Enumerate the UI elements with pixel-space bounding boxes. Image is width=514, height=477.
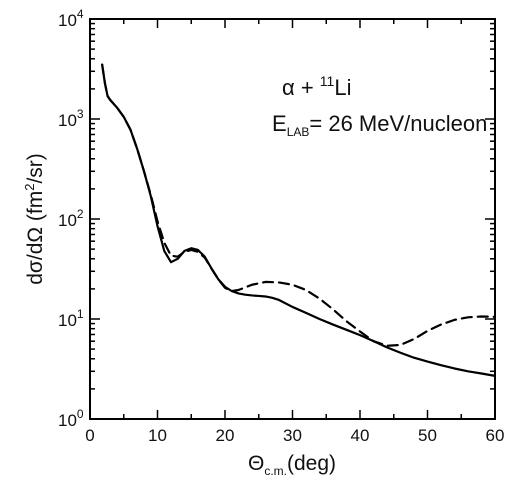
x-tick-label: 20: [216, 426, 235, 445]
y-tick-label: 103: [58, 107, 84, 130]
x-tick-label: 60: [486, 426, 505, 445]
y-tick-label-base: 10: [58, 11, 77, 30]
energy-subscript: LAB: [287, 125, 310, 139]
x-axis-label-unit: (deg): [287, 452, 336, 475]
y-axis-label-superscript: 2: [22, 184, 37, 191]
y-tick-label: 102: [58, 207, 84, 230]
annotation-energy: ELAB= 26 MeV/nucleon: [272, 111, 487, 139]
reaction-mass-number: 11: [320, 73, 335, 89]
energy-symbol: E: [272, 111, 287, 136]
y-tick-label-exponent: 2: [77, 207, 84, 221]
series-line-dashed: [101, 63, 497, 347]
y-tick-label-base: 10: [58, 411, 77, 430]
axis-ticks: [89, 18, 496, 420]
x-tick-label: 0: [85, 426, 94, 445]
y-axis-label-main: dσ/dΩ (fm: [24, 191, 47, 285]
y-tick-label: 101: [58, 307, 84, 330]
y-tick-label-exponent: 1: [77, 307, 84, 321]
y-tick-label-base: 10: [58, 211, 77, 230]
y-tick-label-base: 10: [58, 311, 77, 330]
x-axis-label-main: Θ: [248, 452, 264, 475]
y-tick-label-exponent: 3: [77, 107, 84, 121]
y-tick-label-exponent: 4: [77, 7, 84, 21]
y-tick-label-base: 10: [58, 111, 77, 130]
series-layer: [101, 63, 497, 377]
y-axis-label-unit: /sr): [24, 153, 47, 183]
y-tick-label-exponent: 0: [77, 407, 84, 421]
x-tick-labels: 0 10 20 30 40 50 60: [85, 426, 504, 445]
x-tick-label: 10: [148, 426, 167, 445]
y-tick-label: 104: [58, 7, 84, 30]
x-axis-label-subscript: c.m.: [264, 464, 287, 477]
annotation-reaction: α + 11Li: [282, 73, 351, 100]
energy-value: = 26 MeV/nucleon: [309, 111, 487, 136]
y-axis-label: dσ/dΩ (fm2/sr): [22, 153, 47, 285]
x-tick-label: 30: [283, 426, 302, 445]
reaction-alpha-plus: α +: [282, 75, 320, 100]
x-axis-label: Θc.m.(deg): [248, 452, 336, 477]
reaction-nucleus: Li: [334, 75, 351, 100]
y-tick-label: 100: [58, 407, 84, 430]
x-tick-label: 50: [418, 426, 437, 445]
x-tick-label: 40: [351, 426, 370, 445]
